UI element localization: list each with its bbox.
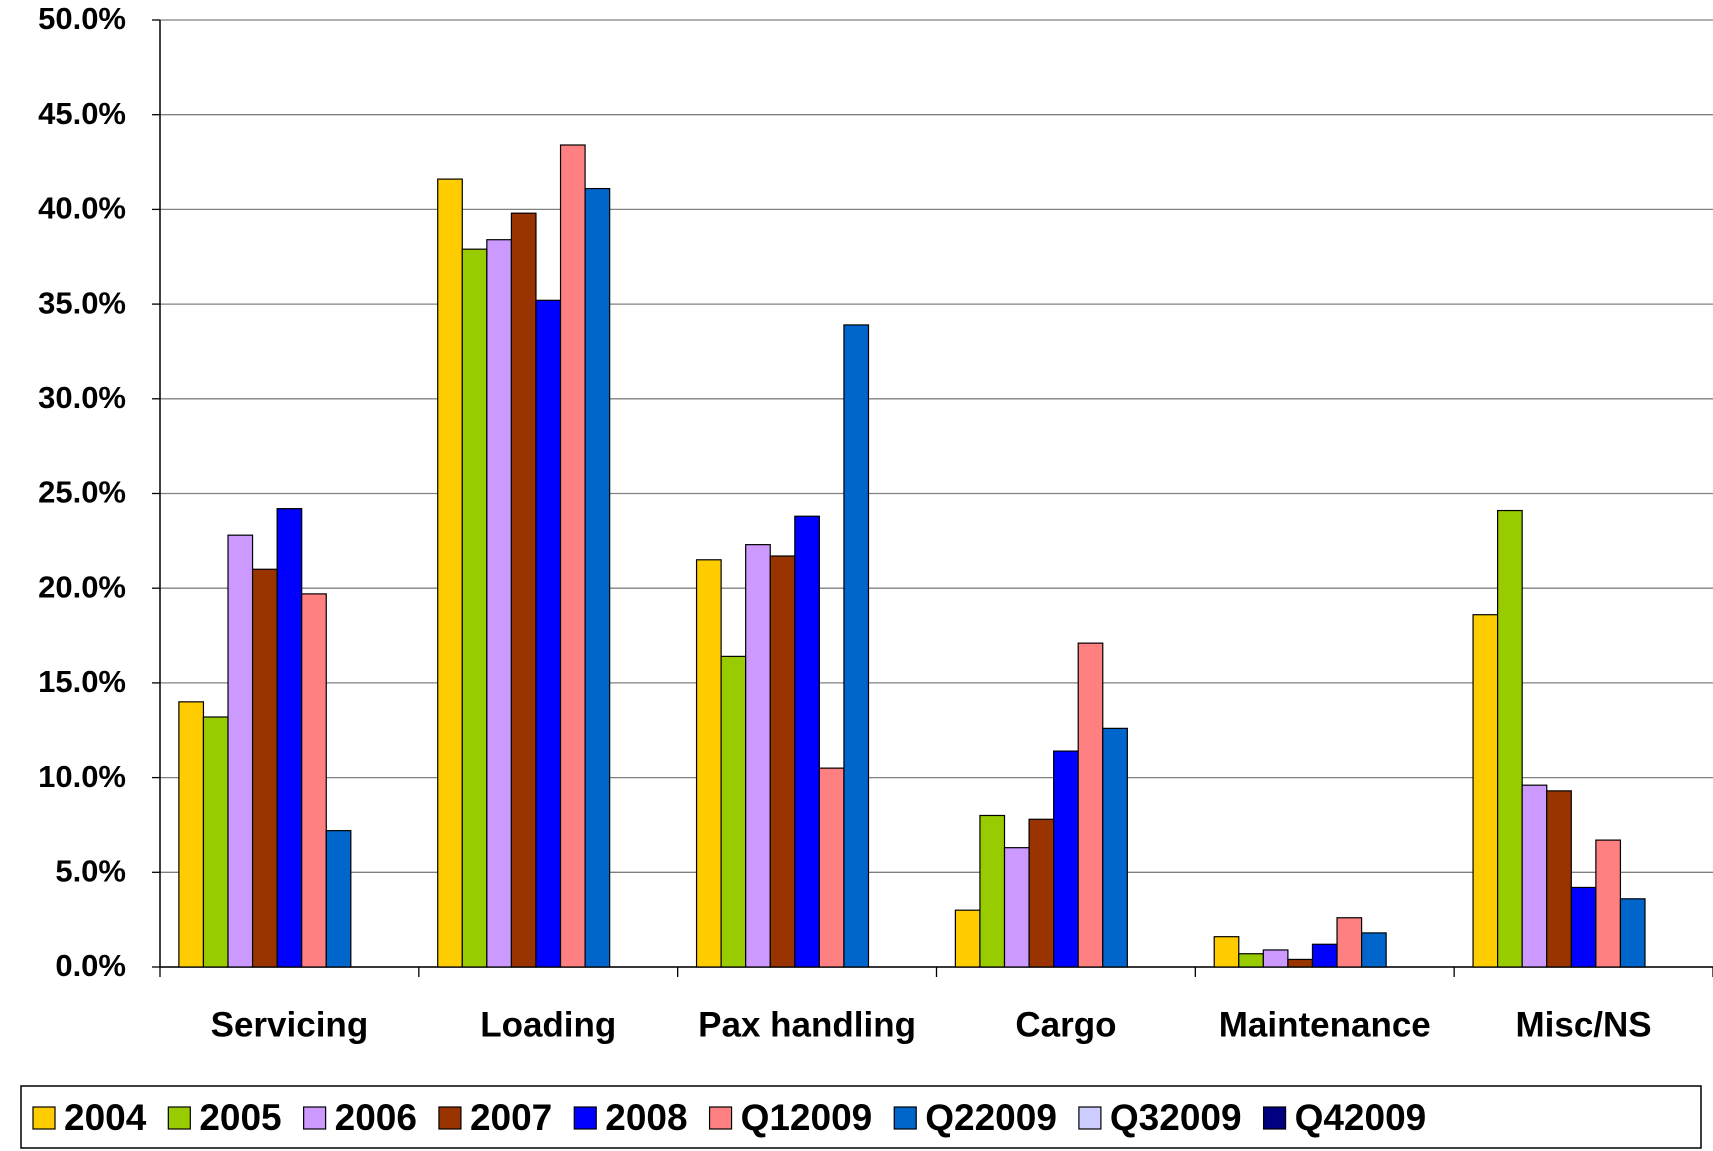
legend-swatch (708, 1106, 733, 1130)
bar (954, 909, 981, 968)
legend-swatch (303, 1106, 327, 1130)
y-tick-label: 10.0% (38, 759, 126, 794)
legend-label: 2005 (199, 1097, 281, 1138)
bar (535, 299, 562, 968)
bar (720, 655, 747, 968)
legend-swatch (893, 1106, 917, 1130)
bar (437, 178, 463, 968)
bar (794, 515, 820, 968)
bar (202, 716, 229, 968)
bar (276, 508, 303, 968)
bar (584, 187, 611, 968)
legend-label: Q32009 (1110, 1097, 1242, 1138)
bar (1595, 839, 1622, 968)
bar (1472, 614, 1499, 968)
bar (1238, 953, 1264, 968)
y-tick-label: 35.0% (38, 285, 126, 320)
bar (1570, 886, 1597, 968)
y-tick-label: 30.0% (38, 380, 126, 415)
bar (1028, 818, 1055, 968)
legend-swatch (573, 1106, 597, 1130)
y-tick-label: 0.0% (55, 948, 126, 983)
y-tick-label: 50.0% (38, 1, 126, 36)
bar (1262, 949, 1289, 968)
bar (979, 814, 1006, 968)
y-tick-label: 15.0% (38, 664, 126, 699)
legend-label: Q22009 (925, 1097, 1057, 1138)
bar (325, 830, 352, 968)
legend-swatch (167, 1106, 191, 1130)
legend-swatch (1078, 1106, 1102, 1130)
bar (510, 212, 537, 968)
bar (1077, 642, 1104, 968)
bar (769, 555, 796, 968)
bar (1497, 509, 1523, 968)
bar (227, 534, 254, 968)
bar (486, 239, 513, 968)
x-tick-label: Servicing (211, 1005, 369, 1044)
legend-label: 2004 (64, 1097, 147, 1138)
bar (178, 701, 205, 968)
y-tick-label: 5.0% (55, 853, 126, 888)
x-tick-label: Cargo (1015, 1005, 1116, 1044)
y-tick-label: 45.0% (38, 96, 126, 131)
bar (1213, 936, 1240, 968)
bar (1287, 958, 1314, 968)
bar (301, 593, 327, 968)
x-tick-label: Loading (480, 1005, 616, 1044)
legend-label: Q42009 (1295, 1097, 1427, 1138)
legend-label: Q12009 (741, 1097, 873, 1138)
bar (695, 559, 722, 968)
bar (1546, 790, 1572, 968)
legend-box (20, 1085, 1702, 1149)
bar (461, 248, 488, 968)
bar (1311, 943, 1338, 968)
y-tick-label: 40.0% (38, 191, 126, 226)
bar (745, 544, 771, 968)
legend-swatch (32, 1106, 56, 1130)
x-tick-label: Misc/NS (1516, 1005, 1652, 1044)
legend-swatch (1262, 1106, 1287, 1130)
bar (818, 767, 845, 968)
bar (1102, 727, 1128, 968)
bar (1521, 784, 1548, 968)
bar (1619, 898, 1646, 968)
x-tick-label: Maintenance (1219, 1005, 1431, 1044)
bar (843, 324, 870, 968)
legend-label: 2006 (335, 1097, 417, 1138)
y-tick-label: 25.0% (38, 475, 126, 510)
bar (1336, 917, 1363, 968)
bar (251, 568, 278, 968)
legend-label: 2007 (470, 1097, 552, 1138)
bar (1360, 932, 1387, 968)
legend-label: 2008 (605, 1097, 687, 1138)
y-tick-label: 20.0% (38, 569, 126, 604)
legend-swatch (438, 1106, 462, 1130)
bar (1053, 750, 1079, 968)
bar (1003, 847, 1030, 968)
bar (559, 144, 586, 968)
x-tick-label: Pax handling (698, 1005, 916, 1044)
